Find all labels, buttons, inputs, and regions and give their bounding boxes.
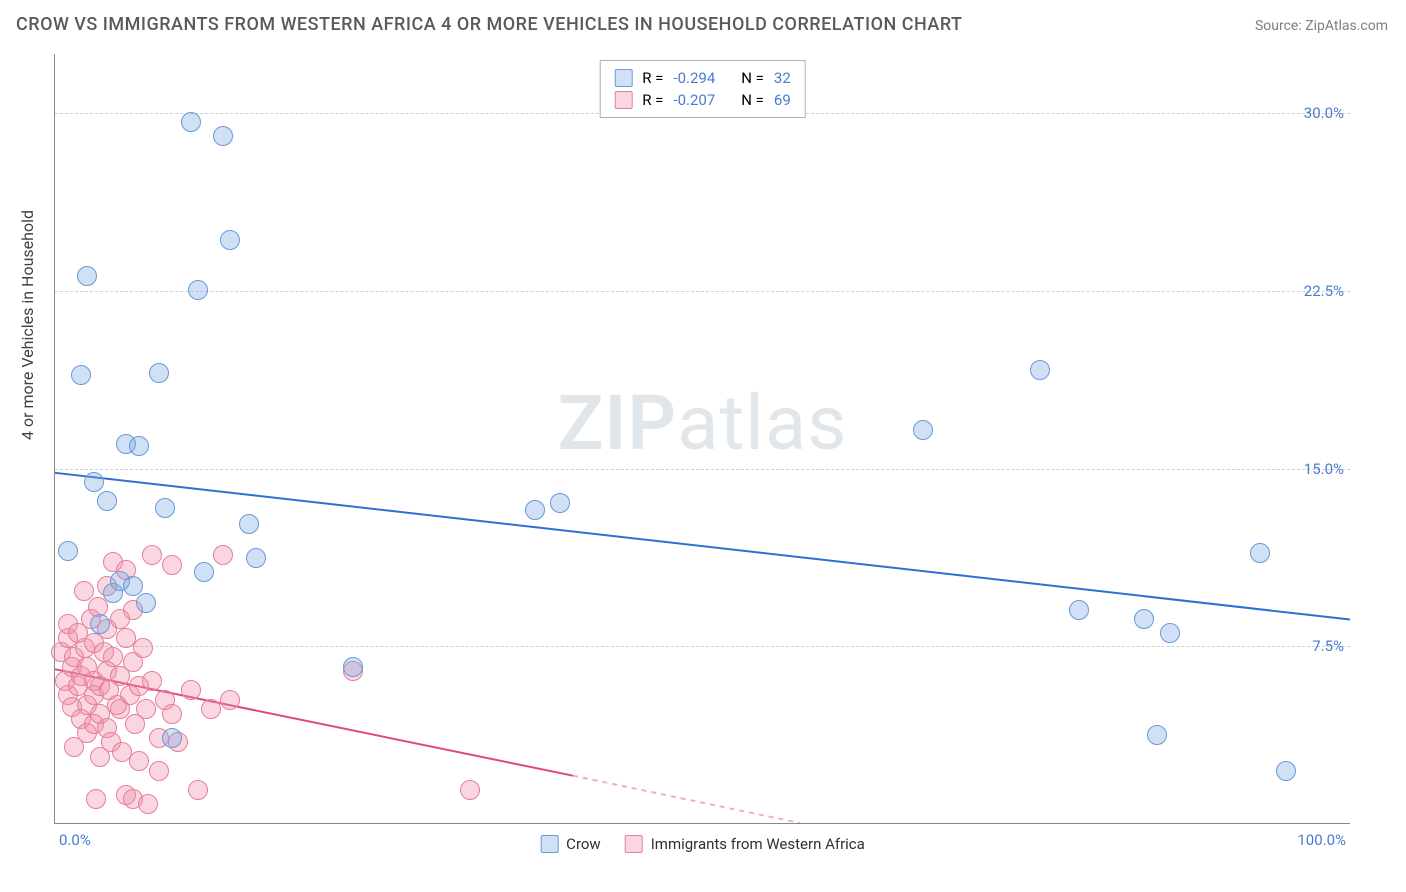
crow-swatch-icon [614,69,632,87]
point-crow [1134,609,1154,629]
watermark-zip: ZIP [558,378,678,468]
point-crow [58,541,78,561]
point-crow [90,614,110,634]
point-crow [343,657,363,677]
y-tick-label: 22.5% [1304,282,1344,300]
point-crow [188,280,208,300]
watermark: ZIPatlas [558,378,848,468]
point-crow [1160,623,1180,643]
legend-row-crow: R = -0.294 N = 32 [614,67,791,89]
point-crow [550,493,570,513]
n-value-immigrants: 69 [774,91,791,109]
legend-label-crow: Crow [566,835,601,853]
point-crow [1147,725,1167,745]
r-label: R = [642,91,663,109]
x-tick-min: 0.0% [59,831,91,849]
point-crow [84,472,104,492]
point-crow [129,436,149,456]
point-crow [1250,543,1270,563]
point-immigrants [138,794,158,814]
point-crow [155,498,175,518]
point-crow [71,365,91,385]
trend-lines [55,54,1350,823]
y-tick-label: 7.5% [1312,637,1344,655]
point-immigrants [149,761,169,781]
point-immigrants [181,680,201,700]
plot-area: ZIPatlas 7.5% 15.0% 22.5% 30.0% R = -0.294 … [54,54,1350,824]
legend-item-crow: Crow [540,835,601,853]
n-value-crow: 32 [774,69,791,87]
point-crow [220,230,240,250]
point-crow [136,593,156,613]
point-immigrants [201,699,221,719]
point-crow [181,112,201,132]
gridline [55,646,1350,647]
point-immigrants [162,704,182,724]
series-legend: Crow Immigrants from Western Africa [540,835,865,853]
point-immigrants [129,751,149,771]
x-tick-max: 100.0% [1297,831,1346,849]
point-immigrants [188,780,208,800]
legend-item-immigrants: Immigrants from Western Africa [625,835,865,853]
point-immigrants [133,638,153,658]
point-immigrants [136,699,156,719]
point-immigrants [213,545,233,565]
gridline [55,291,1350,292]
point-crow [162,728,182,748]
point-crow [525,500,545,520]
point-immigrants [103,647,123,667]
point-immigrants [220,690,240,710]
point-crow [77,266,97,286]
legend-label-immigrants: Immigrants from Western Africa [651,835,865,853]
y-tick-label: 30.0% [1304,104,1344,122]
correlation-legend: R = -0.294 N = 32 R = -0.207 N = 69 [599,60,806,118]
point-immigrants [86,789,106,809]
point-crow [194,562,214,582]
point-immigrants [142,671,162,691]
y-axis-label: 4 or more Vehicles in Household [18,210,37,440]
r-value-immigrants: -0.207 [673,91,715,109]
watermark-atlas: atlas [677,378,847,468]
source-attribution: Source: ZipAtlas.com [1255,18,1388,34]
n-label: N = [741,91,764,109]
legend-row-immigrants: R = -0.207 N = 69 [614,89,791,111]
point-crow [239,514,259,534]
y-tick-label: 15.0% [1304,460,1344,478]
point-crow [97,491,117,511]
point-crow [1276,761,1296,781]
point-crow [1069,600,1089,620]
point-crow [213,126,233,146]
r-label: R = [642,69,663,87]
point-crow [1030,360,1050,380]
point-crow [246,548,266,568]
point-crow [913,420,933,440]
point-immigrants [142,545,162,565]
n-label: N = [741,69,764,87]
immigrants-swatch-icon [625,835,643,853]
crow-swatch-icon [540,835,558,853]
immigrants-swatch-icon [614,91,632,109]
point-immigrants [74,581,94,601]
point-crow [149,363,169,383]
point-immigrants [460,780,480,800]
r-value-crow: -0.294 [673,69,715,87]
chart-title: CROW VS IMMIGRANTS FROM WESTERN AFRICA 4… [16,14,963,35]
point-immigrants [162,555,182,575]
gridline [55,469,1350,470]
